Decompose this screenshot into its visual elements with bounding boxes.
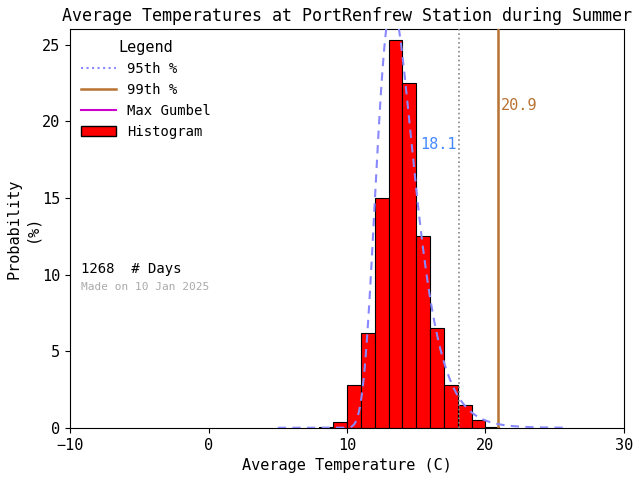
- Bar: [347, 385, 361, 428]
- X-axis label: Average Temperature (C): Average Temperature (C): [242, 458, 452, 473]
- Bar: [486, 427, 499, 428]
- Y-axis label: Probability
(%): Probability (%): [7, 179, 39, 279]
- Legend: 95th %, 99th %, Max Gumbel, Histogram: 95th %, 99th %, Max Gumbel, Histogram: [77, 36, 215, 144]
- Bar: [388, 40, 403, 428]
- Text: 1268  # Days: 1268 # Days: [81, 263, 182, 276]
- Bar: [333, 421, 347, 428]
- Text: 20.9: 20.9: [500, 98, 537, 113]
- Title: Average Temperatures at PortRenfrew Station during Summer: Average Temperatures at PortRenfrew Stat…: [62, 7, 632, 25]
- Bar: [430, 328, 444, 428]
- Bar: [319, 427, 333, 428]
- Bar: [416, 236, 430, 428]
- Bar: [361, 333, 374, 428]
- Bar: [458, 405, 472, 428]
- Text: 18.1: 18.1: [420, 137, 456, 152]
- Bar: [403, 83, 416, 428]
- Bar: [374, 198, 388, 428]
- Bar: [472, 420, 486, 428]
- Text: Made on 10 Jan 2025: Made on 10 Jan 2025: [81, 282, 209, 292]
- Bar: [444, 385, 458, 428]
